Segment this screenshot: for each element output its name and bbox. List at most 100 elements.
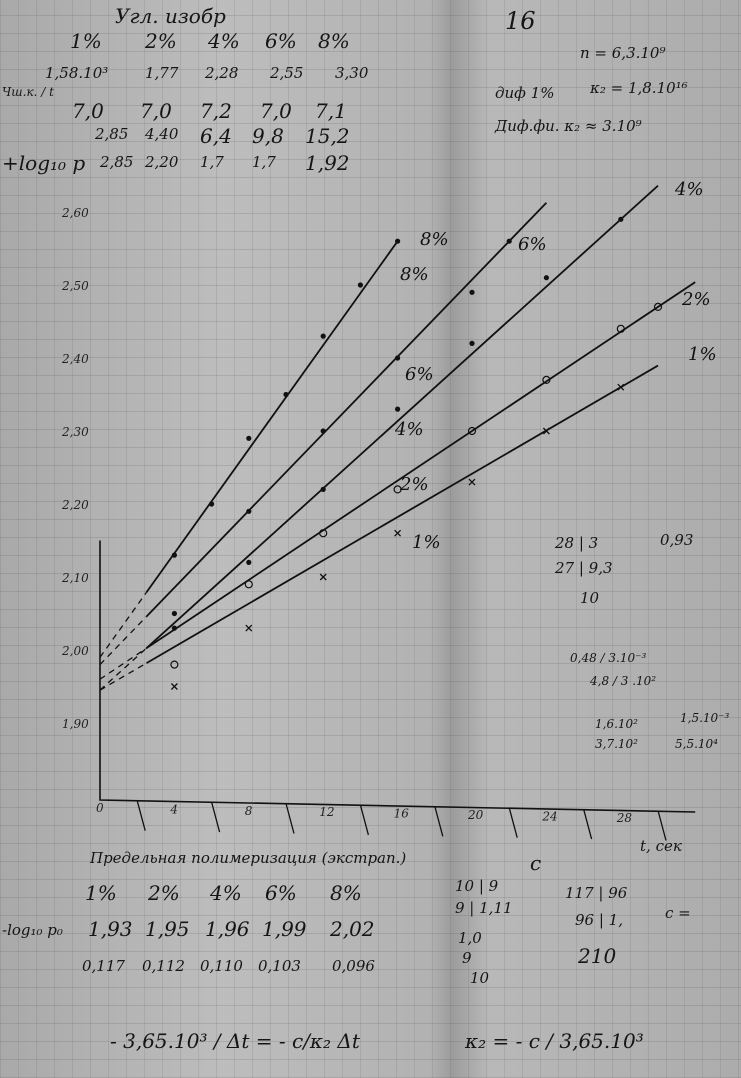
r2-5: 7,1 [315, 99, 347, 123]
x-tick [136, 800, 146, 831]
series-extrapolation-1% [99, 662, 147, 691]
series-line-4% [145, 185, 659, 649]
r4-5: 1,92 [305, 151, 350, 175]
series-line-6% [145, 202, 548, 618]
r4-4: 1,7 [252, 153, 276, 171]
y-tick-label: 2,30 [61, 425, 89, 439]
b-col-4: 6% [265, 881, 297, 905]
data-point [283, 391, 289, 398]
series-line-8% [145, 240, 399, 593]
calc2-d: c = [665, 904, 691, 922]
data-point [209, 501, 215, 507]
b-r2-2: 0,112 [142, 957, 185, 975]
y-tick-label: 2,40 [61, 352, 89, 366]
calc1-c: 1,0 [458, 929, 482, 947]
side-calc-2: 27 | 9,3 [555, 559, 613, 577]
data-point [171, 610, 177, 617]
x-tick-label: 0 [96, 801, 104, 815]
y-tick-label: 2,10 [61, 571, 89, 585]
data-point [246, 508, 252, 514]
data-point [320, 333, 326, 339]
calc2-b: 96 | 1, [575, 911, 623, 929]
series-extrapolation-8% [99, 591, 148, 658]
r3-4: 9,8 [252, 124, 284, 148]
x-axis-label: t, сек [640, 837, 682, 855]
r4-1: 2,85 [100, 153, 134, 171]
line-label: 2% [681, 289, 711, 310]
x-tick [285, 803, 295, 834]
x-tick [582, 808, 593, 840]
b-col-1: 1% [85, 881, 117, 905]
b-col-5: 8% [330, 881, 362, 905]
b-col-3: 4% [210, 881, 242, 905]
note-dif2: Диф.фи. κ₂ ≈ 3.10⁹ [495, 117, 642, 135]
r2-1: 7,0 [72, 99, 104, 123]
r3-5: 15,2 [305, 124, 350, 148]
b-r1-4: 1,99 [262, 917, 307, 941]
y-tick-label: 2,20 [61, 498, 89, 512]
r3-1: 2,85 [95, 125, 129, 143]
r4-label: +log₁₀ p [2, 151, 86, 175]
line-label: 2% [399, 474, 429, 495]
line-label: 6% [518, 234, 547, 255]
x-tick [508, 807, 518, 838]
bottom-title: Предельная полимеризация (экстрап.) [90, 849, 407, 867]
b-r1-2: 1,95 [145, 917, 190, 941]
r2-2: 7,0 [140, 99, 172, 123]
col-1: 1% [70, 29, 102, 53]
line-label: 6% [405, 364, 434, 385]
series-extrapolation-4% [99, 647, 147, 691]
side-calc-7: 1,6.10² [595, 717, 638, 731]
formula-2: κ₂ = - c / 3,65.10³ [465, 1029, 644, 1053]
series-extrapolation-6% [99, 616, 147, 666]
side-calc-4: 0,93 [660, 531, 694, 549]
x-tick-label: 8 [245, 804, 253, 818]
calc2-a: 117 | 96 [565, 884, 628, 902]
b-r2-3: 0,110 [200, 957, 243, 975]
data-point [395, 406, 401, 412]
calc2-c: 210 [578, 944, 617, 968]
b-r2-1: 0,117 [82, 957, 125, 975]
r2-3: 7,2 [200, 99, 232, 123]
note-dif: диф 1% [495, 84, 555, 102]
col-4: 6% [265, 29, 297, 53]
data-point [617, 383, 625, 391]
side-calc-5: 0,48 / 3.10⁻³ [570, 651, 647, 665]
note-n: n = 6,3.10⁹ [580, 44, 666, 62]
y-tick-label: 2,50 [61, 279, 89, 293]
x-tick [359, 804, 370, 836]
data-point [618, 216, 624, 222]
calc1-b: 9 | 1,11 [455, 899, 513, 917]
x-tick [210, 801, 221, 833]
b-r2-4: 0,103 [258, 957, 301, 975]
data-point [319, 529, 328, 538]
x-tick-label: 24 [541, 809, 557, 823]
data-point [469, 340, 475, 346]
y-tick-label: 2,60 [61, 206, 89, 220]
r1-5: 3,30 [335, 64, 369, 82]
bottom-c: c [530, 851, 542, 875]
data-point [319, 573, 327, 581]
data-point [171, 552, 177, 558]
line-label: 8% [420, 229, 449, 250]
data-point [395, 238, 401, 244]
series-line-1% [146, 364, 659, 664]
note-k2: κ₂ = 1,8.10¹⁶ [590, 79, 688, 97]
b-col-2: 2% [148, 881, 180, 905]
series-line-2% [146, 281, 696, 649]
calc1-e: 10 [470, 969, 490, 987]
data-point [245, 624, 253, 632]
data-point [393, 485, 402, 494]
data-point [320, 486, 326, 492]
data-point [467, 426, 477, 436]
r3-2: 4,40 [145, 125, 179, 143]
b-r1-5: 2,02 [330, 917, 375, 941]
r2-label: Чш.к. / t [2, 85, 54, 99]
x-tick-label: 4 [169, 802, 178, 816]
axes [99, 540, 696, 813]
data-point [543, 275, 550, 281]
x-tick-label: 16 [394, 807, 410, 821]
data-point [616, 324, 625, 333]
